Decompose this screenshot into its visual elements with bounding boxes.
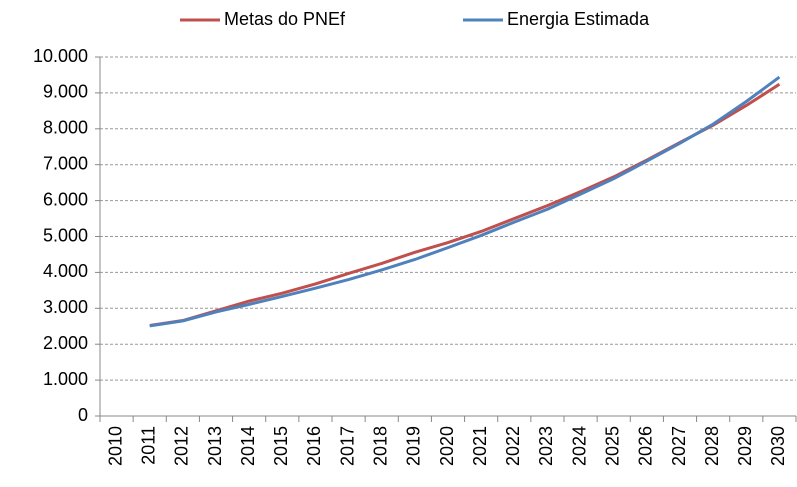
x-tick-label: 2021 <box>470 426 490 466</box>
x-tick-label: 2019 <box>404 426 424 466</box>
x-tick-label: 2010 <box>105 426 125 466</box>
y-tick-label: 8.000 <box>43 118 88 138</box>
y-tick-label: 10.000 <box>33 46 88 66</box>
x-tick-label: 2016 <box>304 426 324 466</box>
y-tick-label: 0 <box>78 405 88 425</box>
x-tick-label: 2024 <box>569 426 589 466</box>
x-tick-label: 2014 <box>238 426 258 466</box>
y-tick-label: 6.000 <box>43 189 88 209</box>
y-tick-label: 1.000 <box>43 369 88 389</box>
legend-label: Energia Estimada <box>507 9 650 29</box>
y-tick-label: 4.000 <box>43 261 88 281</box>
x-tick-label: 2012 <box>172 426 192 466</box>
y-tick-label: 5.000 <box>43 225 88 245</box>
y-tick-label: 9.000 <box>43 82 88 102</box>
x-tick-label: 2018 <box>370 426 390 466</box>
x-tick-label: 2023 <box>536 426 556 466</box>
x-tick-label: 2022 <box>503 426 523 466</box>
x-tick-label: 2027 <box>669 426 689 466</box>
x-tick-label: 2017 <box>337 426 357 466</box>
x-tick-label: 2011 <box>138 426 158 465</box>
x-tick-label: 2015 <box>271 426 291 466</box>
y-tick-label: 2.000 <box>43 333 88 353</box>
y-tick-label: 3.000 <box>43 297 88 317</box>
line-series <box>149 83 781 328</box>
line-series <box>149 75 781 328</box>
x-tick-label: 2026 <box>636 426 656 466</box>
x-tick-label: 2030 <box>768 426 788 466</box>
x-tick-label: 2020 <box>437 426 457 466</box>
x-tick-label: 2025 <box>602 426 622 466</box>
x-tick-label: 2029 <box>735 426 755 466</box>
legend-label: Metas do PNEf <box>224 9 346 29</box>
x-tick-label: 2028 <box>702 426 722 466</box>
x-tick-label: 2013 <box>205 426 225 466</box>
y-tick-label: 7.000 <box>43 153 88 173</box>
